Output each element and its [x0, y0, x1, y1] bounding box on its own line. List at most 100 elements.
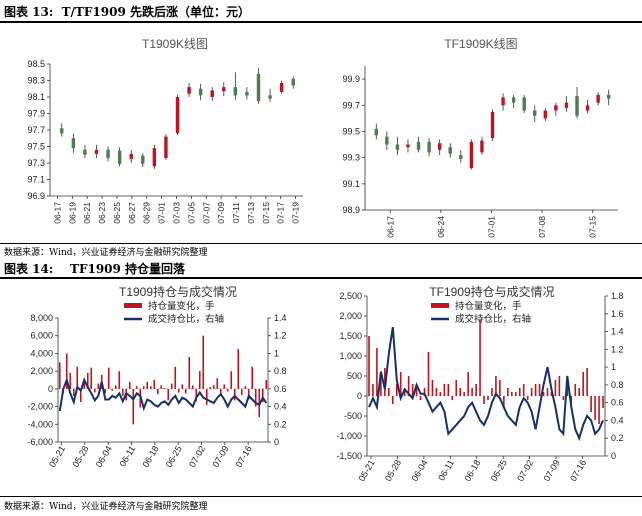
- oi-change-bar: [69, 372, 72, 389]
- figure-14-top-rule: [0, 277, 642, 279]
- oi-change-bar: [435, 388, 438, 396]
- turnover-ratio-line: [58, 376, 268, 412]
- left-y-tick-label: 1,000: [339, 351, 362, 361]
- oi-change-bar: [65, 353, 68, 389]
- x-tick-label: 07-11: [231, 202, 241, 223]
- right-y-tick-label: 1.6: [611, 309, 624, 319]
- candle-body: [490, 111, 495, 138]
- figure-13-source: 数据来源：Wind，兴业证券经济与金融研究院整理: [4, 248, 208, 258]
- candle-body: [437, 143, 442, 150]
- candle-body: [607, 94, 611, 99]
- oi-change-bar: [156, 388, 159, 395]
- oi-change-bar: [188, 356, 191, 389]
- oi-change-bar: [209, 387, 212, 389]
- y-tick-label: 98.5: [27, 59, 45, 69]
- x-tick-label: 07-16: [568, 458, 588, 483]
- oi-change-bar: [439, 392, 442, 396]
- oi-change-bar: [467, 372, 469, 396]
- x-tick-label: 06-18: [462, 458, 482, 483]
- right-y-tick-label: 1.4: [611, 327, 624, 337]
- candle-body: [469, 141, 474, 169]
- right-y-tick-label: 1.2: [611, 344, 624, 354]
- oi-change-bar: [174, 366, 177, 389]
- oi-change-bar: [419, 396, 422, 400]
- x-tick-label: 06-23: [97, 202, 107, 224]
- x-tick-label: 07-15: [588, 216, 598, 238]
- oi-change-bar: [479, 320, 481, 396]
- legend-swatch-bar: [431, 303, 449, 308]
- y-tick-label: 98.9: [342, 205, 360, 215]
- oi-change-bar: [415, 384, 418, 396]
- right-y-tick-label: 0.8: [611, 380, 624, 390]
- x-tick-label: 07-13: [246, 202, 256, 224]
- oi-change-bar: [487, 396, 489, 400]
- candle-body: [210, 90, 214, 97]
- candle-body: [564, 102, 569, 108]
- x-tick-label: 06-29: [142, 202, 152, 224]
- y-tick-label: 99.1: [342, 179, 360, 189]
- figure-14-bottom-rule: [0, 496, 642, 497]
- oi-change-bar: [191, 385, 194, 389]
- candle-body: [291, 78, 295, 86]
- oi-change-bar: [135, 386, 138, 389]
- oi-change-bar: [104, 388, 107, 394]
- x-tick-label: 06-25: [489, 458, 509, 483]
- oi-change-bar: [491, 388, 493, 396]
- oi-change-bar: [163, 387, 166, 389]
- oi-change-bar: [142, 386, 145, 389]
- x-tick-label: 05-28: [383, 458, 403, 483]
- left-y-tick-label: 500: [347, 371, 362, 381]
- figure-13-top-rule: [0, 21, 642, 23]
- y-tick-label: 96.9: [27, 191, 45, 201]
- candle-body: [395, 144, 400, 150]
- oi-change-bar: [522, 384, 525, 396]
- right-y-tick-label: 0.2: [611, 433, 624, 443]
- oi-change-bar: [184, 388, 187, 394]
- figure-13-bottom-rule: [0, 243, 642, 244]
- y-tick-label: 99.5: [342, 126, 360, 136]
- y-tick-label: 97.3: [27, 158, 45, 168]
- oi-change-bar: [558, 376, 561, 396]
- oi-change-bar: [403, 388, 406, 396]
- x-tick-label: 07-02: [187, 444, 207, 469]
- candle-body: [60, 128, 64, 134]
- candle-body: [117, 150, 122, 164]
- x-tick-label: 06-11: [117, 444, 137, 468]
- oi-change-bar: [240, 388, 243, 396]
- y-tick-label: 97.5: [27, 142, 45, 152]
- oi-change-bar: [90, 367, 93, 389]
- candle-body: [480, 140, 484, 153]
- left-y-tick-label: 2,000: [339, 311, 362, 321]
- y-tick-label: 98.1: [27, 92, 45, 102]
- oi-change-bar: [121, 388, 124, 396]
- candle-body: [233, 87, 238, 96]
- oi-change-bar: [399, 372, 402, 396]
- oi-change-bar: [483, 396, 485, 404]
- x-tick-label: 07-15: [261, 202, 271, 224]
- oi-change-bar: [586, 368, 588, 396]
- oi-change-bar: [160, 385, 163, 389]
- oi-change-bar: [97, 383, 100, 389]
- x-tick-label: 05-21: [47, 444, 67, 469]
- candle-body: [448, 147, 452, 154]
- oi-change-bar: [431, 380, 434, 396]
- oi-change-bar: [230, 371, 233, 389]
- left-y-tick-label: -1,000: [336, 431, 362, 441]
- oi-change-bar: [368, 336, 370, 396]
- oi-change-bar: [503, 396, 505, 408]
- candle-body: [164, 136, 168, 159]
- right-y-tick-label: 1.8: [611, 291, 624, 301]
- oi-change-bar: [153, 380, 156, 389]
- x-tick-label: 07-02: [515, 458, 535, 483]
- candle-body: [427, 141, 431, 153]
- x-tick-label: 05-28: [70, 444, 90, 469]
- right-y-tick-label: 0.4: [274, 402, 287, 412]
- right-y-tick-label: 0.6: [274, 384, 287, 394]
- oi-change-bar: [219, 388, 222, 395]
- x-tick-label: 07-09: [216, 202, 226, 224]
- x-tick-label: 06-19: [67, 202, 77, 224]
- oi-change-bar: [451, 396, 454, 400]
- oi-change-bar: [93, 388, 96, 393]
- oi-change-bar: [554, 380, 557, 396]
